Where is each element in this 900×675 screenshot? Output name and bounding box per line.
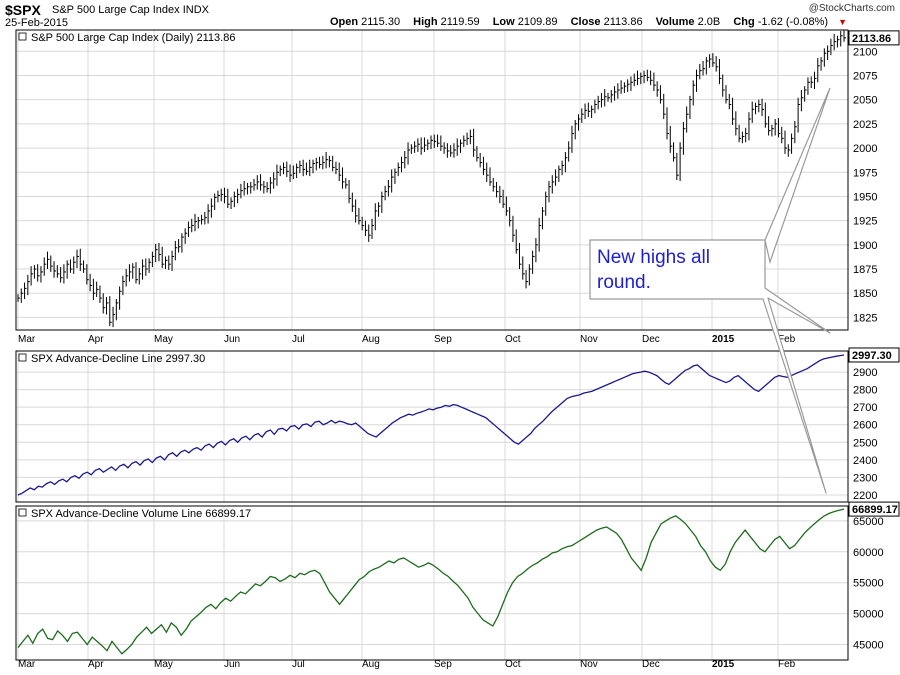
y-tick-label: 65000	[853, 516, 884, 528]
chart-header: $SPX S&P 500 Large Cap Index INDX @Stock…	[0, 0, 900, 30]
y-tick-label: 1975	[853, 167, 877, 179]
x-tick-label: Apr	[88, 659, 104, 670]
y-tick-label: 2900	[853, 367, 877, 379]
low-value: 2109.89	[517, 16, 558, 28]
panel-marker-icon	[18, 32, 27, 41]
callout-fill	[591, 241, 764, 298]
volume-label: Volume	[655, 16, 695, 28]
last-value-tag: 2113.86	[852, 33, 891, 45]
x-tick-label: 2015	[712, 659, 735, 670]
open-value: 2115.30	[361, 16, 401, 28]
x-tick-label: May	[154, 659, 173, 670]
y-tick-label: 1925	[853, 216, 877, 228]
y-tick-label: 60000	[853, 547, 884, 559]
y-tick-label: 2400	[853, 455, 877, 467]
x-tick-label: Nov	[580, 334, 598, 345]
high-value: 2119.59	[440, 16, 480, 28]
x-tick-label: Jul	[292, 334, 305, 345]
y-tick-label: 2050	[853, 95, 877, 107]
symbol-label: $SPX	[5, 2, 41, 18]
y-tick-label: 45000	[853, 640, 884, 652]
y-tick-label: 2300	[853, 472, 877, 484]
y-tick-label: 2025	[853, 119, 877, 131]
panel-2: 45000 50000 55000 60000 65000 SPX Advance-Dec…	[15, 501, 900, 670]
panel-border	[15, 350, 849, 503]
x-tick-label: Nov	[580, 659, 598, 670]
x-tick-label: Sep	[434, 659, 452, 670]
panel-title: SPX Advance-Decline Line 2997.30	[31, 353, 205, 365]
chg-value: -1.62 (-0.08%)	[757, 16, 829, 28]
chg-label: Chg	[733, 16, 755, 28]
y-tick-label: 1850	[853, 288, 877, 300]
callout-text-line1: New highs all	[597, 247, 710, 268]
callout-text-line2: round.	[597, 272, 651, 293]
annotation-callout: New highs all round.	[589, 87, 831, 494]
panel-title: SPX Advance-Decline Volume Line 66899.17	[31, 508, 251, 520]
last-value-tag: 66899.17	[852, 504, 898, 516]
panel-0: 1825 1850 1875 1900 1925 1950 1975 2000 2025 2050…	[15, 29, 900, 345]
panel-marker-icon	[18, 508, 27, 517]
chart-date: 25-Feb-2015	[5, 17, 68, 29]
y-tick-label: 2200	[853, 490, 877, 502]
index-name: S&P 500 Large Cap Index INDX	[52, 4, 209, 16]
y-tick-label: 2700	[853, 402, 877, 414]
x-tick-label: Feb	[778, 659, 796, 670]
x-tick-label: Jun	[224, 659, 240, 670]
callout-pointer-top	[764, 87, 831, 265]
volume-value: 2.0B	[697, 16, 721, 28]
panel-1: 2200 2300 2400 2500 2600 2700 2800 2900 SPX Adva…	[15, 347, 900, 503]
x-tick-label: Jul	[292, 659, 305, 670]
series-line	[17, 508, 845, 655]
last-value-box	[848, 347, 900, 363]
series-line	[17, 354, 845, 496]
x-tick-label: Sep	[434, 334, 452, 345]
index-fullname: S&P 500 Large Cap Index	[52, 4, 180, 16]
x-tick-label: Apr	[88, 334, 104, 345]
last-value-box	[848, 30, 900, 46]
ohlc-readout: Open 2115.30 High 2119.59 Low 2109.89 Cl…	[320, 16, 847, 28]
y-tick-label: 55000	[853, 578, 884, 590]
last-value-tag: 2997.30	[852, 350, 892, 362]
high-label: High	[413, 16, 438, 28]
y-tick-label: 1825	[853, 312, 877, 324]
y-tick-label: 1875	[853, 264, 877, 276]
x-tick-label: Oct	[505, 334, 521, 345]
y-tick-label: 50000	[853, 609, 884, 621]
y-tick-label: 1900	[853, 240, 877, 252]
source-credit: @StockCharts.com	[808, 3, 895, 14]
open-label: Open	[329, 16, 359, 28]
x-tick-label: Dec	[642, 659, 660, 670]
y-tick-label: 2075	[853, 70, 877, 82]
x-tick-label: Oct	[505, 659, 521, 670]
y-tick-label: 1950	[853, 191, 877, 203]
y-tick-label: 2500	[853, 437, 877, 449]
close-value: 2113.86	[603, 16, 643, 28]
x-tick-label: 2015	[712, 334, 735, 345]
x-tick-label: Mar	[18, 334, 36, 345]
y-tick-label: 2800	[853, 385, 877, 397]
x-tick-label: Dec	[642, 334, 660, 345]
panel-border	[15, 505, 849, 661]
close-label: Close	[570, 16, 601, 28]
y-tick-label: 2100	[853, 46, 877, 58]
low-label: Low	[492, 16, 515, 28]
last-value-box	[848, 501, 900, 517]
exchange-label: INDX	[182, 4, 209, 16]
x-tick-label: May	[154, 334, 173, 345]
down-triangle-icon: ▼	[838, 17, 847, 27]
x-tick-label: Aug	[362, 334, 380, 345]
x-tick-label: Mar	[18, 659, 36, 670]
y-tick-label: 2600	[853, 420, 877, 432]
panel-title: S&P 500 Large Cap Index (Daily) 2113.86	[31, 32, 235, 44]
x-tick-label: Aug	[362, 659, 380, 670]
x-tick-label: Feb	[778, 334, 796, 345]
y-tick-label: 2000	[853, 143, 877, 155]
x-tick-label: Jun	[224, 334, 240, 345]
panel-border	[15, 29, 849, 331]
panel-marker-icon	[18, 353, 27, 362]
